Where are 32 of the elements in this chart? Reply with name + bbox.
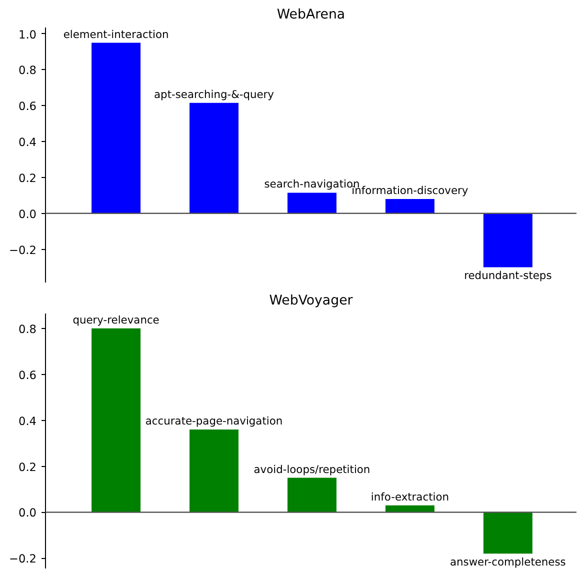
y-tick-label: 0.4 <box>18 414 36 428</box>
y-tick-label: 0.0 <box>18 506 36 520</box>
x-tick-label: avoid-loops/repetition <box>254 462 370 476</box>
bar <box>287 478 336 512</box>
x-tick-label: query-relevance <box>72 313 160 326</box>
y-tick-label: 0.6 <box>18 99 36 114</box>
y-tick-label: 0.4 <box>18 135 36 150</box>
x-tick-label: apt-searching-&-query <box>154 88 274 101</box>
x-tick-label: redundant-steps <box>464 269 552 282</box>
y-tick-label: −0.2 <box>8 552 37 566</box>
y-tick-label: 0.8 <box>18 63 36 78</box>
bar <box>483 512 532 554</box>
bar <box>190 102 238 214</box>
bar <box>92 328 141 512</box>
bar <box>287 192 336 214</box>
x-tick-label: element-interaction <box>63 28 169 41</box>
x-tick-label: info-extraction <box>370 490 449 504</box>
y-tick-label: 0.2 <box>18 460 36 474</box>
chart-title: WebVoyager <box>269 294 354 308</box>
y-tick-label: 0.0 <box>18 206 36 221</box>
y-tick-label: 0.2 <box>18 170 36 185</box>
x-tick-label: answer-completeness <box>450 556 566 569</box>
bar <box>92 42 141 214</box>
chart-title: WebArena <box>276 8 346 22</box>
x-tick-label: accurate-page-navigation <box>145 414 283 428</box>
y-tick-label: 0.8 <box>18 322 36 336</box>
y-tick-label: 1.0 <box>18 27 36 42</box>
y-tick-label: −0.2 <box>8 242 37 257</box>
y-tick-label: 0.6 <box>18 368 36 382</box>
bar <box>190 430 238 512</box>
bar <box>483 213 532 268</box>
bar <box>385 198 434 214</box>
